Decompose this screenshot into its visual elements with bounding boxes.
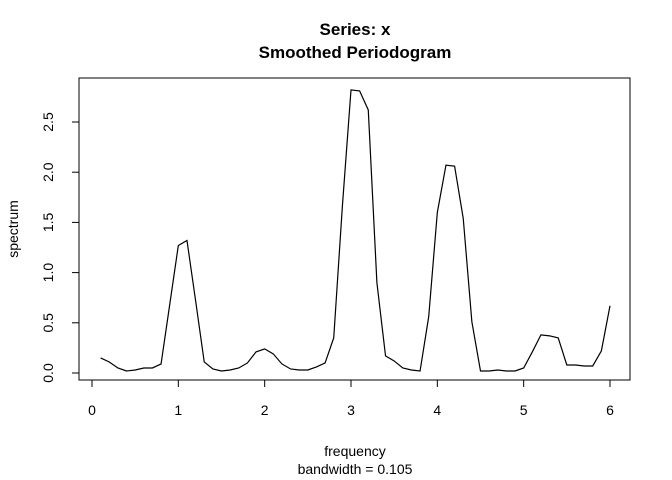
chart-subtitle: Smoothed Periodogram (259, 43, 452, 62)
x-tick-label: 0 (88, 402, 96, 418)
x-axis-label: frequency (324, 443, 385, 459)
y-tick-label: 2.0 (40, 162, 56, 182)
x-tick-label: 4 (433, 402, 441, 418)
y-tick-label: 2.5 (40, 112, 56, 132)
y-tick-label: 0.0 (40, 363, 56, 383)
x-tick-label: 6 (606, 402, 614, 418)
plot-frame (78, 77, 631, 381)
x-tick-label: 2 (261, 402, 269, 418)
series-line (100, 89, 611, 372)
x-axis-sublabel: bandwidth = 0.105 (298, 461, 413, 477)
x-tick-label: 3 (347, 402, 355, 418)
y-axis: 0.0 0.5 1.0 1.5 2.0 2.5 (40, 112, 80, 383)
y-tick-label: 1.5 (40, 212, 56, 232)
x-tick-label: 5 (520, 402, 528, 418)
x-axis: 0 1 2 3 4 5 6 (88, 379, 614, 418)
y-axis-label: spectrum (5, 200, 21, 258)
y-tick-label: 1.0 (40, 263, 56, 283)
x-tick-label: 1 (174, 402, 182, 418)
chart-title: Series: x (320, 20, 391, 39)
y-tick-label: 0.5 (40, 313, 56, 333)
